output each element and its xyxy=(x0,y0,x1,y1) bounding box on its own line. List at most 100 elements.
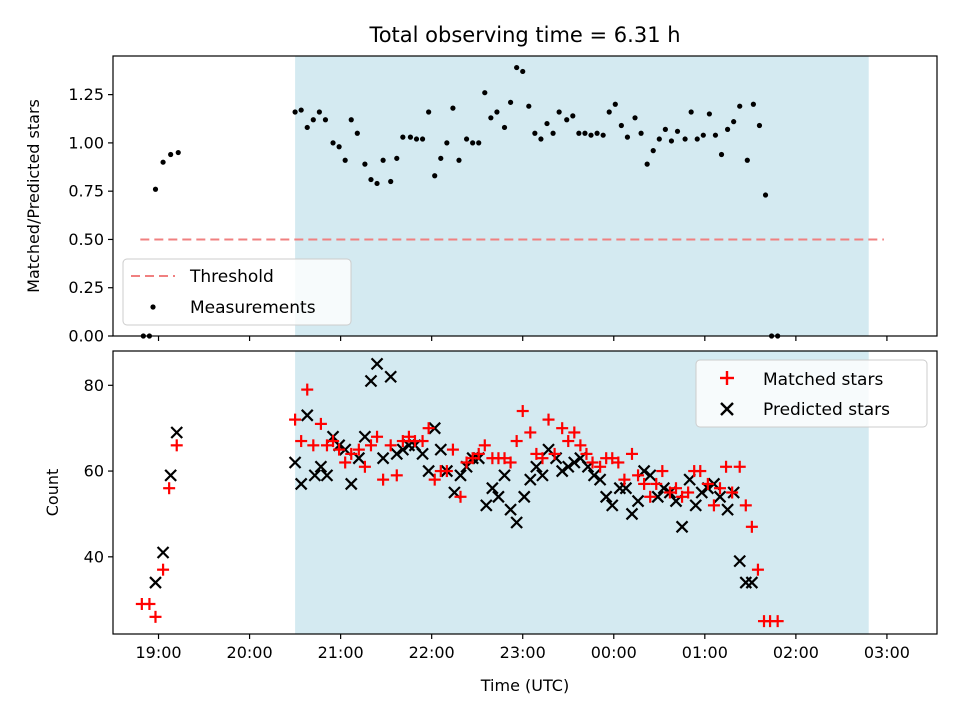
matched-star-point xyxy=(402,430,415,443)
predicted-star-point xyxy=(422,464,435,478)
measurement-point xyxy=(354,130,360,136)
predicted-star-point xyxy=(480,499,493,512)
measurement-point xyxy=(712,132,719,138)
measurement-point xyxy=(368,176,374,183)
matched-star-point xyxy=(586,456,599,469)
measurement-point xyxy=(152,186,159,192)
predicted-star-point xyxy=(605,499,619,512)
matched-star-point xyxy=(516,405,529,418)
matched-star-point xyxy=(422,422,435,435)
matched-star-point xyxy=(644,490,657,503)
measurement-point xyxy=(706,111,712,117)
measurement-point xyxy=(336,144,342,150)
predicted-star-point xyxy=(314,460,328,474)
measurement-point xyxy=(700,132,706,138)
matched-star-point xyxy=(345,447,358,460)
measurement-point xyxy=(588,132,594,138)
measurements-legend-label: Measurements xyxy=(190,298,316,318)
measurement-point xyxy=(556,109,562,115)
ratio-panel-frame xyxy=(112,55,938,337)
predicted-star-point xyxy=(561,460,575,474)
matched-star-point xyxy=(594,460,607,473)
measurement-point xyxy=(394,155,400,161)
count-legend-box xyxy=(695,359,928,428)
measurement-point xyxy=(330,140,336,146)
measurement-point xyxy=(488,115,494,121)
predicted-star-point xyxy=(308,469,322,482)
x-tick-label: 01:00 xyxy=(682,643,728,662)
predicted-star-point xyxy=(733,554,747,568)
predicted-legend-swatch xyxy=(720,402,734,416)
measurement-point xyxy=(650,148,656,154)
matched-star-point xyxy=(548,447,561,460)
matched-star-point xyxy=(339,456,352,469)
measurement-point xyxy=(694,136,700,142)
matched-star-point xyxy=(745,520,758,533)
measurement-point xyxy=(750,101,756,107)
matched-star-point xyxy=(574,439,587,452)
matched-star-point xyxy=(289,413,302,426)
matched-star-point xyxy=(478,439,491,452)
measurement-point xyxy=(456,157,462,163)
measurement-point xyxy=(463,136,470,142)
measurement-point xyxy=(160,159,166,165)
count-panel-frame xyxy=(112,350,938,635)
matched-star-point xyxy=(157,563,170,576)
count-y-axis-label: Count xyxy=(43,469,62,517)
ratio-x-ticks xyxy=(157,336,888,341)
measurement-point xyxy=(514,64,520,71)
measurement-point xyxy=(731,119,737,125)
measurement-point xyxy=(362,161,368,167)
measurement-point xyxy=(606,109,612,115)
measurement-point xyxy=(407,134,414,140)
matched-star-point xyxy=(612,456,625,469)
x-tick-label: 00:00 xyxy=(591,643,637,662)
matched-star-point xyxy=(656,465,669,478)
matched-star-point xyxy=(446,443,459,456)
matched-star-point xyxy=(726,486,739,499)
predicted-star-point xyxy=(416,447,429,461)
measurement-point xyxy=(682,136,688,142)
ratio-y-tick-label: 0.50 xyxy=(68,230,104,249)
matched-star-point xyxy=(307,439,320,452)
predicted-star-point xyxy=(434,443,448,456)
matched-star-point xyxy=(295,435,308,448)
matched-star-point xyxy=(163,482,176,495)
matched-star-point xyxy=(396,435,409,448)
measurement-point xyxy=(538,136,544,142)
predicted-star-point xyxy=(524,473,537,486)
measurement-point xyxy=(544,120,550,127)
ratio-y-tick-label: 0.00 xyxy=(68,327,104,346)
measurement-point xyxy=(450,105,456,111)
predicted-star-point xyxy=(504,503,517,516)
measurement-point xyxy=(482,90,488,96)
measurement-point xyxy=(532,130,538,136)
matched-star-point xyxy=(707,499,720,512)
x-tick-label: 02:00 xyxy=(773,643,819,662)
measurement-point xyxy=(175,149,181,156)
measurement-point xyxy=(419,136,426,142)
x-axis-label: Time (UTC) xyxy=(480,676,569,695)
matched-star-point xyxy=(510,435,523,448)
matched-legend-label: Matched stars xyxy=(763,370,883,390)
predicted-star-point xyxy=(625,507,639,521)
matched-star-point xyxy=(524,426,537,439)
predicted-star-point xyxy=(384,370,397,384)
measurement-point xyxy=(718,151,725,158)
matched-star-point xyxy=(720,460,733,473)
predicted-star-point xyxy=(651,490,665,504)
measurement-point xyxy=(724,126,731,132)
measurement-point xyxy=(322,117,329,123)
matched-star-point xyxy=(682,486,695,499)
predicted-star-point xyxy=(486,481,499,495)
predicted-star-point xyxy=(721,503,734,516)
predicted-star-point xyxy=(320,469,334,482)
matched-star-point xyxy=(676,490,689,503)
matched-star-point xyxy=(632,469,645,482)
ratio-legend-box xyxy=(122,258,352,326)
observing-window-shade xyxy=(295,56,869,336)
predicted-star-point xyxy=(300,409,314,422)
matched-star-point xyxy=(713,482,726,495)
measurement-point xyxy=(656,136,662,142)
matched-legend-swatch xyxy=(720,371,734,385)
